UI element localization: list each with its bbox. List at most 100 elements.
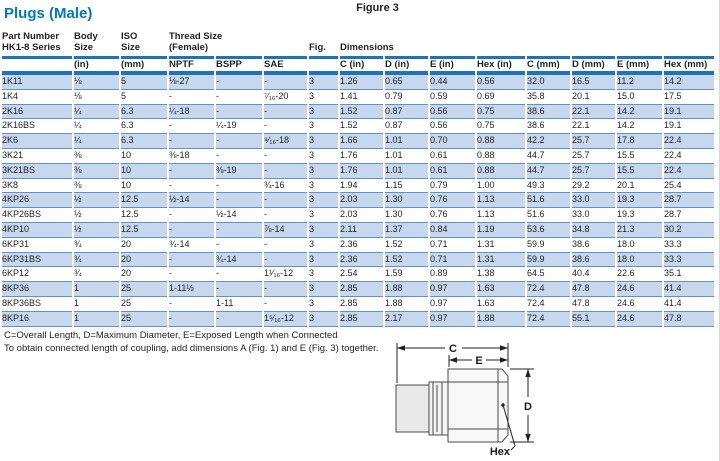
cell: 72.4	[527, 311, 570, 327]
cell: ⅛-27	[169, 75, 214, 90]
cell: 21.3	[617, 222, 662, 238]
sub-header-c-in: C (in)	[340, 59, 383, 75]
column-header-line: ISO	[121, 31, 138, 42]
cell: 18.0	[617, 238, 662, 253]
cell: 0.59	[430, 90, 475, 105]
cell-part-number: 4KP10	[2, 222, 72, 238]
table-row: 2K6 ¼ 6.3- - ⁹⁄₁₆-18 3 1.66 1.01 0.70 0.88 42.2 25.…	[2, 134, 714, 149]
dim-label-d: D	[524, 401, 532, 413]
cell: 14.2	[617, 119, 662, 135]
cell: -	[216, 179, 262, 194]
cell-part-number: 6KP12	[2, 267, 72, 283]
cell: 25	[121, 311, 167, 327]
cell: 1.13	[477, 193, 525, 209]
cell: 16.5	[572, 75, 615, 90]
table-body: 1K11 ⅛ 5 ⅛-27- -3 1.26 0.65 0.44 0.56 32.0 16.5 11.…	[2, 75, 714, 327]
cell: 41.4	[664, 297, 714, 312]
cell: 0.97	[430, 311, 475, 327]
cell-part-number: 4KP26	[2, 193, 72, 209]
cell: 47.8	[664, 311, 714, 327]
cell: -	[216, 238, 262, 253]
cell-part-number: 8KP36BS	[2, 297, 72, 312]
footnote-line-1: C=Overall Length, D=Maximum Diameter, E=…	[4, 330, 338, 341]
cell: 1.01	[385, 163, 428, 179]
cell: 0.75	[477, 119, 525, 135]
column-header-spacer	[216, 27, 262, 59]
cell: 28.7	[664, 208, 714, 223]
cell: 25.4	[664, 179, 714, 194]
cell: 1	[74, 297, 119, 312]
table-row: 2K16BS ¼ 6.3- ¼-19-3 1.52 0.87 0.56 0.75 38.6 22.…	[2, 119, 714, 135]
column-header-thread-size: Thread Size (Female)	[169, 27, 223, 59]
cell: 2.85	[340, 311, 383, 327]
cell: ⅜-18	[169, 149, 214, 164]
table-row: 4KP10 ½ 12.5- - ⅞-14 3 2.11 1.37 0.84 1.19 53.6 34.…	[2, 222, 714, 238]
cell: 0.88	[477, 149, 525, 164]
cell: 0.84	[430, 222, 475, 238]
cell: -	[169, 134, 214, 149]
column-header-line: HK1-8 Series	[2, 41, 61, 53]
column-header-spacer	[385, 27, 428, 59]
cell: 59.9	[527, 252, 570, 268]
cell: 5	[121, 75, 167, 90]
cell: ⁷⁄₁₆-20	[264, 90, 307, 105]
cell-part-number: 2K16	[2, 104, 72, 120]
cell: 0.88	[477, 163, 525, 179]
cell: ¼	[74, 134, 119, 149]
cell: 3	[309, 282, 338, 297]
cell: 1⁵⁄₁₆-12	[264, 311, 307, 327]
cell: -	[169, 90, 214, 105]
cell: 1.88	[385, 297, 428, 312]
cell: 3	[309, 179, 338, 194]
cell: 34.8	[572, 222, 615, 238]
cell: ½-14	[169, 193, 214, 209]
cell: 47.8	[572, 282, 615, 297]
cell: 0.89	[430, 267, 475, 283]
cell: 24.6	[617, 282, 662, 297]
cell: -	[169, 208, 214, 223]
cell: 0.87	[385, 119, 428, 135]
column-header-spacer	[617, 27, 662, 59]
cell: 44.7	[527, 163, 570, 179]
cell-part-number: 3K21BS	[2, 163, 72, 179]
cell-part-number: 3K8	[2, 179, 72, 194]
cell: 51.6	[527, 193, 570, 209]
cell: 0.97	[430, 282, 475, 297]
plug-diagram: C E D Hex	[395, 343, 534, 458]
cell: 40.4	[572, 267, 615, 283]
cell: 38.6	[572, 252, 615, 268]
cell: 3	[309, 311, 338, 327]
cell: -	[264, 193, 307, 209]
cell: 3	[309, 267, 338, 283]
cell: 17.5	[664, 90, 714, 105]
table-row: 3K8 ⅜ 10- - ¾-16 3 1.94 1.15 0.79 1.00 49.3 29.2 20.…	[2, 179, 714, 194]
cell: -	[169, 163, 214, 179]
sub-header-d-in: D (in)	[385, 59, 428, 75]
cell: 28.7	[664, 193, 714, 209]
hex-body-section	[447, 368, 499, 443]
cell: 3	[309, 90, 338, 105]
cell: 33.3	[664, 238, 714, 253]
cell: 0.76	[430, 193, 475, 209]
cell: 49.3	[527, 179, 570, 194]
cell-part-number: 6KP31BS	[2, 252, 72, 268]
cell: ⅜	[74, 163, 119, 179]
cell: 0.71	[430, 238, 475, 253]
cell: 1.31	[477, 252, 525, 268]
cell: 1.15	[385, 179, 428, 194]
cell: 2.11	[340, 222, 383, 238]
column-header-line: Thread Size	[169, 31, 223, 42]
cell: 10	[121, 163, 167, 179]
cell: 25	[121, 282, 167, 297]
cell: 1.88	[477, 311, 525, 327]
cell: 1	[74, 282, 119, 297]
cell: 2.17	[385, 311, 428, 327]
cell: 1.52	[340, 119, 383, 135]
plugs-spec-table: Part Number HK1-8 Series Body Size ISO S…	[0, 27, 716, 327]
cell: 3	[309, 163, 338, 179]
cell: 22.4	[664, 149, 714, 164]
cell: 38.6	[527, 119, 570, 135]
cell: 3	[309, 252, 338, 268]
cell: 0.97	[430, 297, 475, 312]
cell: -	[264, 104, 307, 120]
